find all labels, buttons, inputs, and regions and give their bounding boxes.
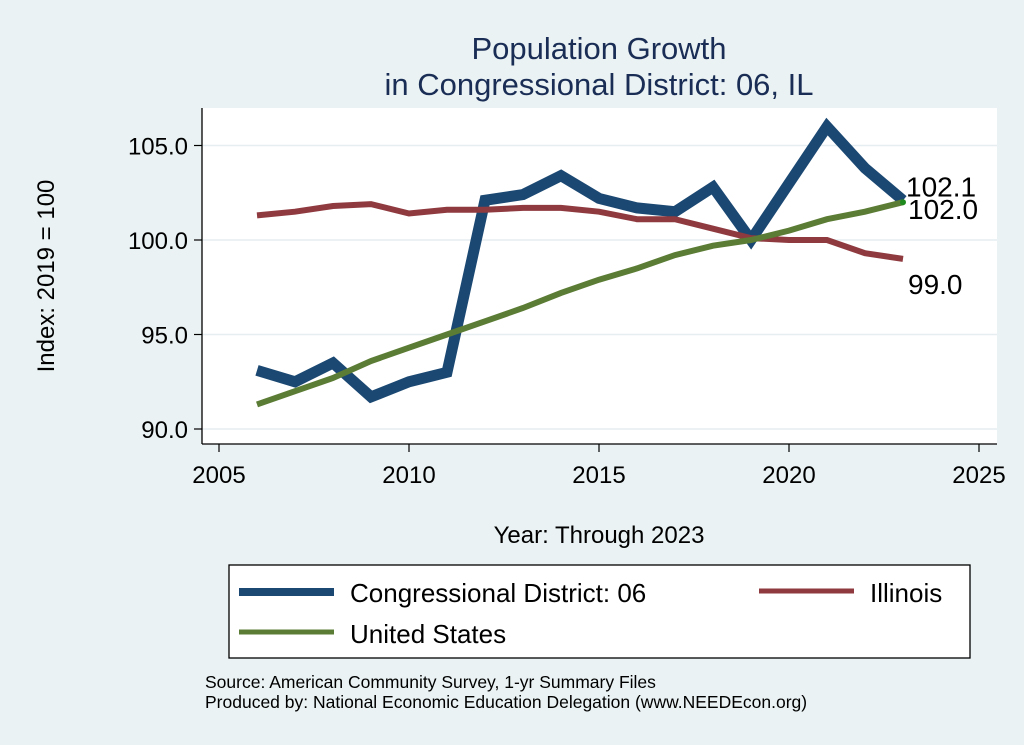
y-tick-label: 105.0 — [128, 134, 188, 161]
x-tick-label: 2010 — [382, 462, 435, 489]
x-tick-label: 2025 — [952, 462, 1005, 489]
y-tick-label: 95.0 — [141, 323, 188, 350]
producer-note: Produced by: National Economic Education… — [205, 692, 807, 712]
end-label-united-states: 102.0 — [908, 194, 978, 225]
series-line-cd06 — [255, 117, 907, 404]
legend-label-united-states: United States — [350, 619, 506, 649]
x-axis-title: Year: Through 2023 — [494, 522, 705, 549]
gridlines — [202, 144, 997, 430]
legend-label-illinois: Illinois — [870, 578, 942, 608]
chart-title-line-1: Population Growth — [471, 31, 726, 66]
series-line-united-states — [256, 199, 904, 408]
y-tick-label: 90.0 — [141, 417, 188, 444]
legend-box — [228, 564, 971, 659]
series-lines — [255, 117, 907, 408]
chart-title-line-2: in Congressional District: 06, IL — [384, 67, 813, 102]
series-line-illinois — [256, 201, 904, 262]
x-tick-label: 2020 — [762, 462, 815, 489]
plot-area — [202, 108, 997, 444]
end-point-marker — [900, 199, 906, 206]
axes: 90.0 95.0 100.0 105.0 2005 2010 2015 2020 2025 — [128, 108, 1006, 489]
legend-label-cd06: Congressional District: 06 — [350, 578, 646, 608]
y-tick-label: 100.0 — [128, 228, 188, 255]
end-label-cd06: 102.1 — [906, 171, 976, 202]
x-tick-label: 2015 — [572, 462, 625, 489]
y-axis-title: Index: 2019 = 100 — [33, 180, 60, 373]
source-note: Source: American Community Survey, 1-yr … — [205, 672, 656, 692]
x-tick-label: 2005 — [192, 462, 245, 489]
legend: Congressional District: 06 Illinois Unit… — [228, 564, 971, 659]
end-label-illinois: 99.0 — [908, 269, 963, 300]
